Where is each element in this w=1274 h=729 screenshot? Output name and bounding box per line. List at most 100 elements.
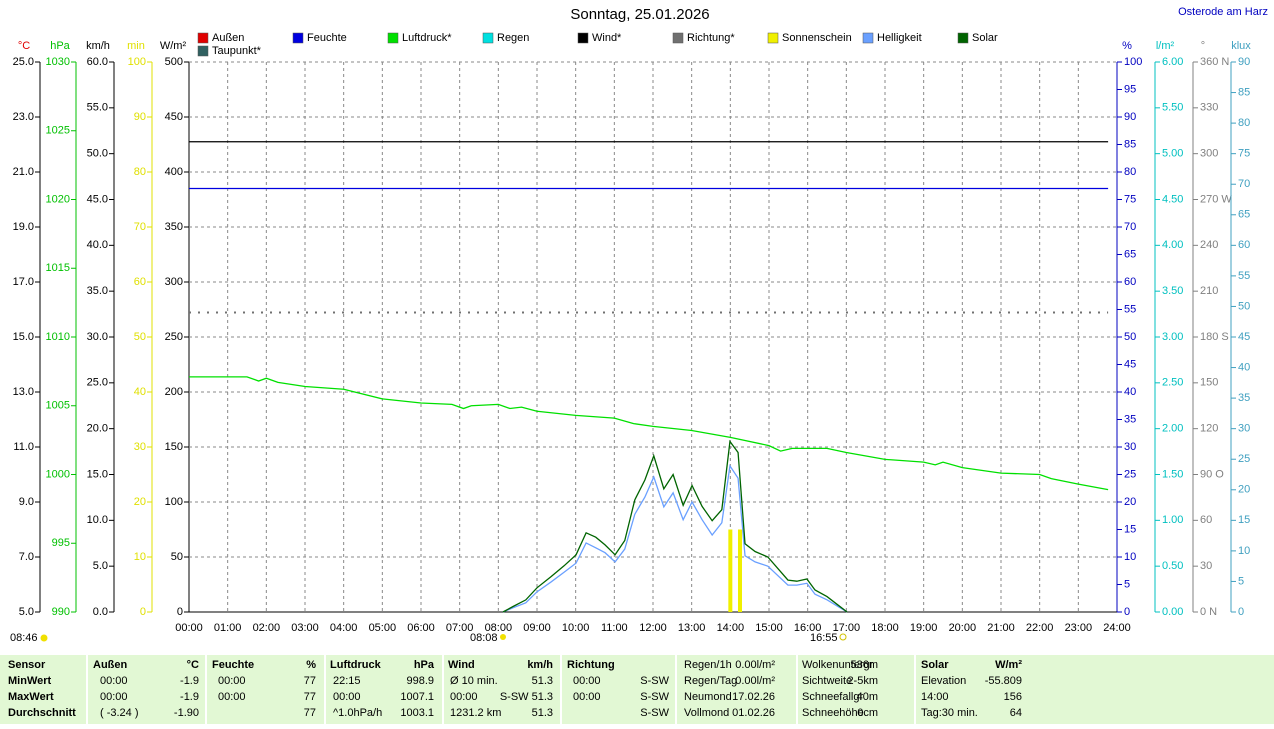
x-tick-label: 23:00 xyxy=(1065,622,1093,634)
table-background xyxy=(0,655,1274,724)
y-tick-label: 1015 xyxy=(46,262,70,274)
axis-title: km/h xyxy=(86,40,110,52)
block-value: 01.02.26 xyxy=(732,707,775,719)
table-header: % xyxy=(306,659,316,671)
table-header: hPa xyxy=(414,659,435,671)
table-cell: 77 xyxy=(304,707,316,719)
y-tick-label: 50 xyxy=(171,551,183,563)
block-label: Regen/1h xyxy=(684,659,732,671)
table-cell: 00:00 xyxy=(450,691,478,703)
y-tick-label: 30 xyxy=(1200,560,1212,572)
y-tick-label: 1000 xyxy=(46,468,70,480)
table-header: Richtung xyxy=(567,659,615,671)
x-tick-label: 21:00 xyxy=(987,622,1015,634)
time-annotation: 08:46 xyxy=(10,632,38,644)
y-tick-label: 30.0 xyxy=(87,331,108,343)
bar xyxy=(738,529,742,612)
x-tick-label: 09:00 xyxy=(523,622,551,634)
time-annotation: 16:55 xyxy=(810,632,838,644)
y-tick-label: 11.0 xyxy=(13,441,34,453)
legend-swatch xyxy=(197,45,209,57)
table-cell: 22:15 xyxy=(333,675,361,687)
y-tick-label: 5 xyxy=(1238,575,1244,587)
table-cell: 00:00 xyxy=(100,691,128,703)
y-tick-label: 30 xyxy=(134,441,146,453)
y-tick-label: 7.0 xyxy=(19,551,34,563)
x-tick-label: 24:00 xyxy=(1103,622,1131,634)
y-tick-label: 100 xyxy=(128,56,146,68)
y-tick-label: 60 xyxy=(1124,276,1136,288)
y-tick-label: 40.0 xyxy=(87,239,108,251)
table-cell: -1.9 xyxy=(180,691,199,703)
y-tick-label: 20 xyxy=(1124,496,1136,508)
table-header: °C xyxy=(187,659,199,671)
y-tick-label: 45 xyxy=(1124,358,1136,370)
moon-icon xyxy=(40,634,48,642)
y-tick-label: 65 xyxy=(1238,209,1250,221)
table-header: km/h xyxy=(527,659,553,671)
x-tick-label: 19:00 xyxy=(910,622,938,634)
table-cell: 77 xyxy=(304,675,316,687)
y-tick-label: 50 xyxy=(1238,300,1250,312)
y-tick-label: 0 N xyxy=(1200,606,1217,618)
y-tick-label: 10 xyxy=(134,551,146,563)
table-cell: S-SW xyxy=(640,691,669,703)
x-tick-label: 20:00 xyxy=(949,622,977,634)
table-cell: 00:00 xyxy=(218,675,246,687)
axis-title: l/m² xyxy=(1156,40,1175,52)
axis-title: ° xyxy=(1201,40,1205,52)
block-label: Wolkenuntergr xyxy=(802,659,874,671)
table-header: Sensor xyxy=(8,659,46,671)
block-label: Sichtweite xyxy=(802,675,852,687)
table-header: Außen xyxy=(93,659,128,671)
y-tick-label: 6.00 xyxy=(1162,56,1183,68)
table-cell: ^1.0hPa/h xyxy=(333,707,382,719)
y-tick-label: 21.0 xyxy=(13,166,34,178)
chart-title: Sonntag, 25.01.2026 xyxy=(570,6,709,23)
y-tick-label: 1.00 xyxy=(1162,514,1183,526)
table-cell: 00:00 xyxy=(218,691,246,703)
y-tick-label: 50.0 xyxy=(87,148,108,160)
legend-swatch xyxy=(672,32,684,44)
table-header: Luftdruck xyxy=(330,659,382,671)
y-tick-label: 70 xyxy=(134,221,146,233)
axis-title: % xyxy=(1122,40,1132,52)
y-tick-label: 240 xyxy=(1200,239,1218,251)
y-tick-label: 210 xyxy=(1200,285,1218,297)
y-tick-label: 55 xyxy=(1124,303,1136,315)
legend-swatch xyxy=(767,32,779,44)
y-tick-label: 50 xyxy=(1124,331,1136,343)
legend-swatch xyxy=(387,32,399,44)
y-tick-label: 30 xyxy=(1238,423,1250,435)
row-label: MaxWert xyxy=(8,691,54,703)
y-tick-label: 180 S xyxy=(1200,331,1229,343)
legend-label: Sonnenschein xyxy=(782,32,852,44)
x-tick-label: 04:00 xyxy=(330,622,358,634)
y-tick-label: 17.0 xyxy=(13,276,34,288)
block-label: Solar xyxy=(921,659,949,671)
legend-label: Helligkeit xyxy=(877,32,922,44)
y-tick-label: 1005 xyxy=(46,400,70,412)
table-cell: ( -3.24 ) xyxy=(100,707,139,719)
y-tick-label: 1010 xyxy=(46,331,70,343)
y-tick-label: 45.0 xyxy=(87,193,108,205)
sunset-icon xyxy=(839,633,847,641)
block-label: Tag:30 min. xyxy=(921,707,978,719)
table-cell: 998.9 xyxy=(406,675,434,687)
y-tick-label: 5 xyxy=(1124,578,1130,590)
series-line xyxy=(502,464,848,613)
table-cell: Ø 10 min. xyxy=(450,675,498,687)
y-tick-label: 13.0 xyxy=(13,386,34,398)
table-cell: S-SW 51.3 xyxy=(500,691,553,703)
y-tick-label: 55.0 xyxy=(87,102,108,114)
y-tick-label: 15.0 xyxy=(87,468,108,480)
y-tick-label: 120 xyxy=(1200,423,1218,435)
x-tick-label: 01:00 xyxy=(214,622,242,634)
y-tick-label: 20 xyxy=(134,496,146,508)
y-tick-label: 2.00 xyxy=(1162,423,1183,435)
y-tick-label: 80 xyxy=(1124,166,1136,178)
y-tick-label: 150 xyxy=(1200,377,1218,389)
y-tick-label: 4.00 xyxy=(1162,239,1183,251)
x-tick-label: 10:00 xyxy=(562,622,590,634)
